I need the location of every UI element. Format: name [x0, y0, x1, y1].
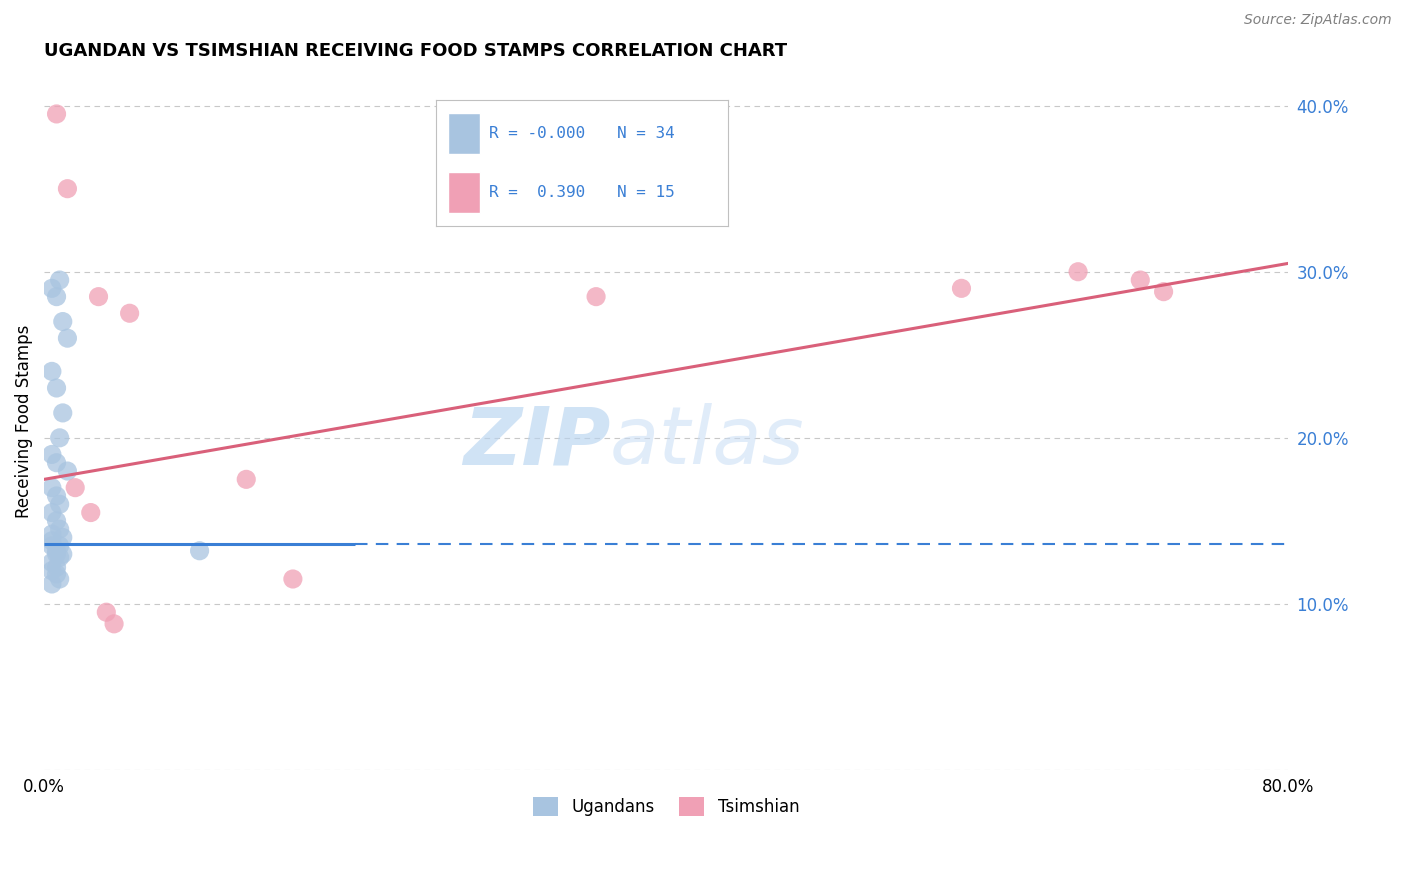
- Point: [1067, 265, 1090, 279]
- Point: [63, 481, 86, 495]
- Point: [41, 533, 63, 548]
- Point: [45, 381, 67, 395]
- Point: [48, 497, 70, 511]
- Point: [45, 560, 67, 574]
- Point: [45, 489, 67, 503]
- Text: UGANDAN VS TSIMSHIAN RECEIVING FOOD STAMPS CORRELATION CHART: UGANDAN VS TSIMSHIAN RECEIVING FOOD STAM…: [44, 42, 787, 60]
- Point: [48, 431, 70, 445]
- Point: [56, 331, 79, 345]
- Text: Source: ZipAtlas.com: Source: ZipAtlas.com: [1244, 13, 1392, 28]
- Text: ZIP: ZIP: [463, 403, 610, 481]
- Point: [41, 481, 63, 495]
- Point: [48, 572, 70, 586]
- Point: [41, 555, 63, 569]
- Text: atlas: atlas: [610, 403, 804, 481]
- Point: [48, 539, 70, 553]
- Point: [281, 572, 304, 586]
- Point: [41, 281, 63, 295]
- Point: [585, 290, 607, 304]
- Point: [48, 273, 70, 287]
- Point: [48, 522, 70, 536]
- Point: [41, 564, 63, 578]
- Point: [235, 472, 257, 486]
- Point: [80, 506, 103, 520]
- Point: [950, 281, 973, 295]
- Point: [41, 506, 63, 520]
- Point: [118, 306, 141, 320]
- Legend: Ugandans, Tsimshian: Ugandans, Tsimshian: [524, 789, 807, 824]
- Point: [45, 567, 67, 582]
- Point: [1153, 285, 1175, 299]
- Point: [41, 447, 63, 461]
- Point: [45, 107, 67, 121]
- Point: [45, 547, 67, 561]
- Point: [87, 290, 110, 304]
- Point: [56, 464, 79, 478]
- Point: [45, 514, 67, 528]
- Point: [52, 406, 75, 420]
- Point: [41, 577, 63, 591]
- Point: [56, 182, 79, 196]
- Y-axis label: Receiving Food Stamps: Receiving Food Stamps: [15, 325, 32, 518]
- Point: [52, 314, 75, 328]
- Point: [188, 543, 211, 558]
- Point: [45, 543, 67, 558]
- Point: [103, 616, 125, 631]
- Point: [52, 547, 75, 561]
- Point: [1129, 273, 1152, 287]
- Point: [45, 290, 67, 304]
- Point: [52, 531, 75, 545]
- Point: [45, 456, 67, 470]
- Point: [48, 550, 70, 565]
- Point: [41, 539, 63, 553]
- Point: [96, 605, 118, 619]
- Point: [41, 527, 63, 541]
- Point: [41, 364, 63, 378]
